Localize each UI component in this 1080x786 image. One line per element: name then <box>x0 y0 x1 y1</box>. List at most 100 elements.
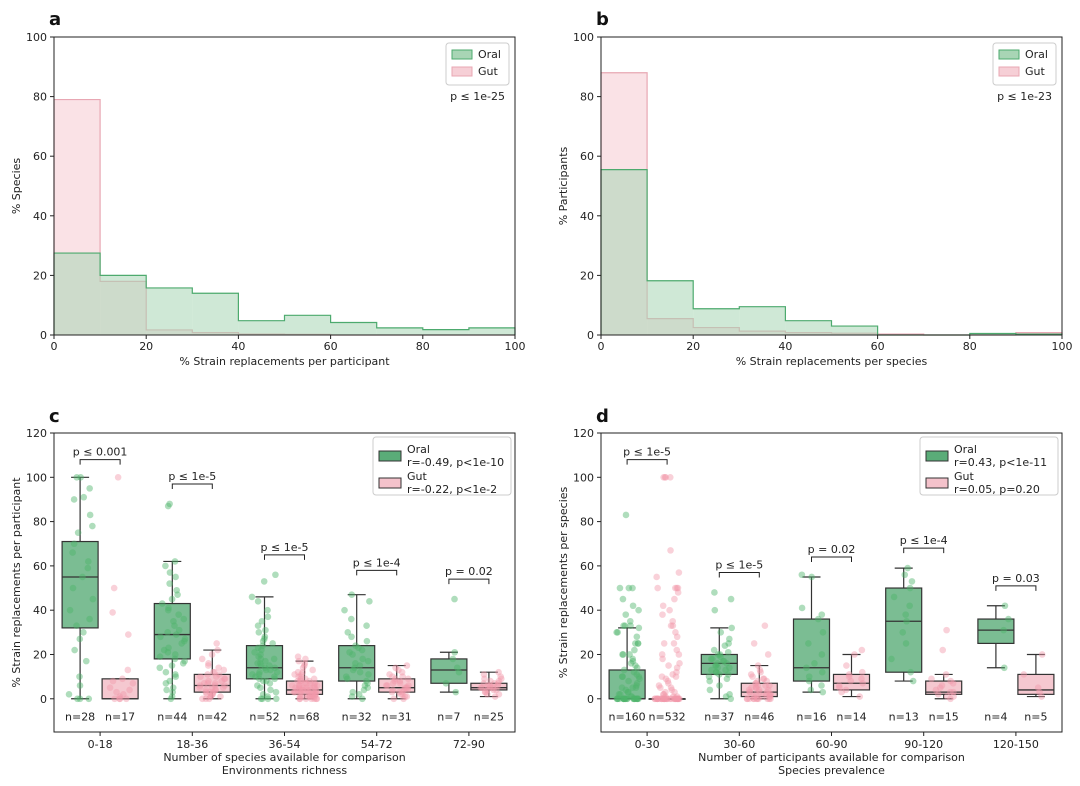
gut-point <box>659 655 666 663</box>
oral-point <box>85 558 92 565</box>
oral-point <box>714 660 721 667</box>
oral-point <box>1000 626 1007 634</box>
y-tick-label: 20 <box>580 269 594 282</box>
gut-point <box>755 686 763 694</box>
plot-frame <box>53 36 516 336</box>
oral-point <box>255 653 262 660</box>
gut-n-label: n=17 <box>105 710 135 723</box>
gut-point <box>289 682 296 689</box>
oral-point <box>709 655 716 663</box>
gut-point <box>113 688 120 696</box>
oral-point <box>266 679 274 687</box>
oral-point <box>625 677 632 685</box>
oral-point <box>908 578 916 585</box>
oral-n-label: n=7 <box>437 710 460 723</box>
gut-point <box>405 682 412 689</box>
oral-point <box>257 695 265 703</box>
oral-bar <box>647 280 694 335</box>
gut-point <box>395 666 402 674</box>
oral-point <box>633 682 640 689</box>
y-tick-label: 80 <box>33 516 47 529</box>
gut-point <box>301 679 309 687</box>
oral-point <box>715 671 723 678</box>
gut-point <box>312 688 320 696</box>
gut-point <box>298 693 305 700</box>
y-axis-label: % Strain replacements per participant <box>10 477 23 688</box>
oral-point <box>364 657 372 665</box>
gut-point <box>934 691 942 698</box>
gut-point <box>942 671 950 678</box>
oral-point <box>622 695 629 703</box>
oral-bar <box>422 329 469 335</box>
gut-point <box>670 695 678 703</box>
gut-point <box>851 651 858 658</box>
gut-point <box>661 473 669 481</box>
gut-n-label: n=68 <box>289 710 319 723</box>
plot-frame <box>600 36 1063 336</box>
gut-point <box>754 682 761 689</box>
oral-box-group: n=13 <box>885 564 923 723</box>
oral-point <box>69 584 77 592</box>
gut-point <box>671 695 679 703</box>
gut-point <box>674 589 682 596</box>
oral-point <box>808 573 815 581</box>
gut-point <box>760 675 768 683</box>
oral-point <box>272 688 280 696</box>
gut-point <box>1036 688 1043 696</box>
y-tick-label: 80 <box>580 91 594 104</box>
oral-box <box>977 618 1015 645</box>
oral-point <box>627 693 635 700</box>
oral-point <box>726 691 733 698</box>
gut-point <box>120 691 127 698</box>
oral-bar <box>831 326 878 335</box>
oral-point <box>164 502 172 510</box>
gut-point <box>1038 651 1046 658</box>
gut-point <box>842 686 850 694</box>
p-value-label: p ≤ 1e-4 <box>900 534 948 547</box>
gut-point <box>836 684 843 692</box>
oral-point <box>66 606 74 614</box>
gut-point <box>309 666 316 674</box>
oral-point <box>635 695 642 703</box>
oral-box <box>153 602 191 660</box>
gut-point <box>311 679 319 687</box>
oral-point <box>172 631 180 638</box>
x-tick-label: 60 <box>871 340 885 353</box>
gut-point <box>126 686 133 694</box>
gut-point <box>307 679 314 687</box>
gut-point <box>124 666 132 674</box>
oral-box <box>245 645 284 680</box>
oral-point <box>162 562 169 570</box>
oral-point <box>356 668 364 676</box>
gut-point <box>671 688 678 696</box>
legend-swatch-gut <box>998 66 1020 77</box>
p-value-label: p ≤ 0.001 <box>73 446 128 459</box>
gut-point <box>390 695 398 703</box>
y-tick-label: 0 <box>40 329 47 342</box>
oral-point <box>711 589 718 596</box>
gut-point <box>495 691 503 698</box>
gut-point <box>673 584 681 592</box>
oral-point <box>706 677 713 685</box>
oral-box-group: n=4 <box>977 602 1015 723</box>
oral-point <box>723 675 731 683</box>
oral-point <box>714 651 722 658</box>
histogram-panel-b: b 0 20 40 60 80 100 0 20 40 60 80 100 % Strain replac… <box>557 9 1073 368</box>
gut-point <box>669 617 677 625</box>
oral-point <box>627 622 634 629</box>
oral-step-outline <box>53 252 516 335</box>
oral-point <box>86 615 93 623</box>
gut-point <box>116 695 124 703</box>
oral-point <box>442 679 450 687</box>
gut-point <box>220 666 228 674</box>
gut-point <box>304 688 312 696</box>
legend-swatch-gut <box>378 477 402 489</box>
y-tick-label: 40 <box>33 210 47 223</box>
gut-point <box>297 673 304 680</box>
gut-point <box>211 682 219 689</box>
gut-point <box>106 684 114 692</box>
gut-box-group: n=42 <box>193 640 231 723</box>
x-tick-label: 60-90 <box>816 738 848 751</box>
oral-point <box>162 679 170 687</box>
oral-point <box>76 695 84 703</box>
